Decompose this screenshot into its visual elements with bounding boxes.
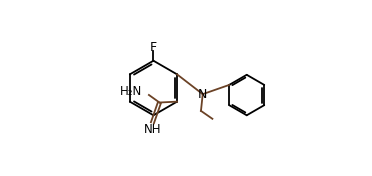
Text: N: N <box>198 88 208 101</box>
Text: NH: NH <box>144 123 161 136</box>
Text: H₂N: H₂N <box>120 85 142 98</box>
Text: F: F <box>150 41 157 54</box>
